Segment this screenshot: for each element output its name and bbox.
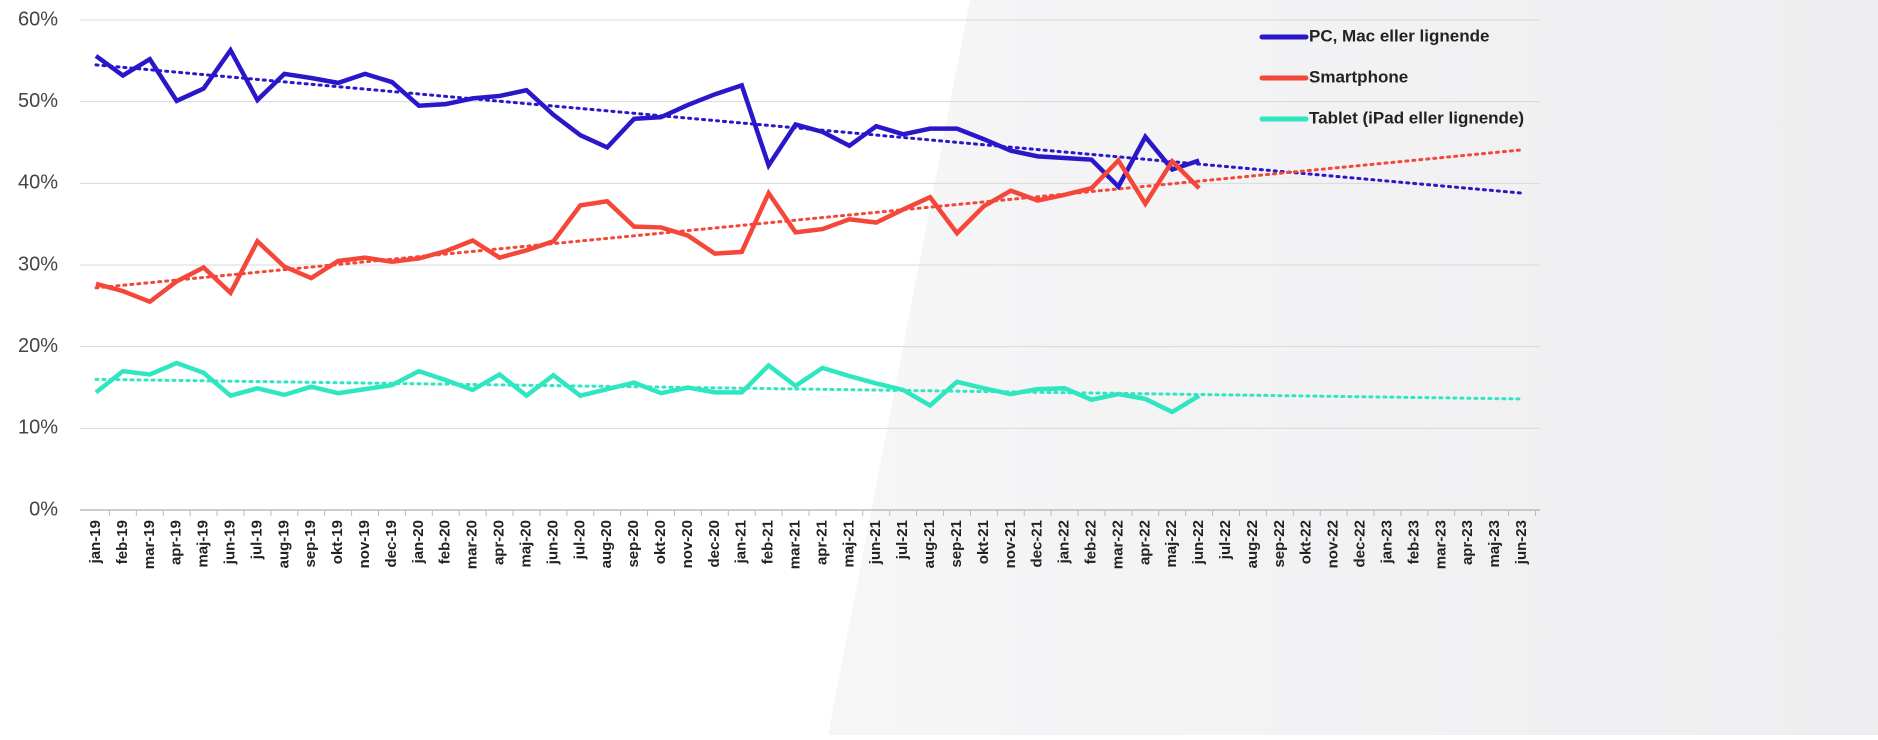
x-tick-label: dec-19 — [383, 520, 400, 568]
x-tick-label: nov-22 — [1325, 520, 1342, 568]
x-tick-label: jun-19 — [221, 520, 238, 565]
x-tick-label: dec-22 — [1352, 520, 1369, 568]
x-tick-label: okt-22 — [1298, 520, 1315, 564]
x-tick-label: mar-23 — [1432, 520, 1449, 569]
x-tick-label: nov-20 — [679, 520, 696, 568]
y-tick-label: 20% — [18, 335, 58, 357]
x-tick-label: feb-19 — [114, 520, 131, 564]
series-line — [94, 360, 1201, 415]
y-tick-label: 0% — [29, 498, 58, 520]
x-tick-label: feb-20 — [437, 520, 454, 564]
x-tick-label: nov-21 — [1002, 520, 1019, 568]
legend-label: Smartphone — [1309, 67, 1408, 86]
x-tick-label: jul-19 — [248, 520, 265, 560]
trend-line — [94, 377, 1524, 401]
x-tick-label: maj-19 — [195, 520, 212, 568]
x-tick-label: jun-20 — [544, 520, 561, 565]
x-tick-label: jul-21 — [894, 520, 911, 560]
x-tick-label: jan-22 — [1056, 520, 1073, 564]
x-tick-label: okt-20 — [652, 520, 669, 564]
x-tick-label: maj-22 — [1163, 520, 1180, 568]
x-tick-label: jun-22 — [1190, 520, 1207, 565]
x-tick-label: nov-19 — [356, 520, 373, 568]
legend-label: Tablet (iPad eller lignende) — [1309, 108, 1524, 127]
legend-label: PC, Mac eller lignende — [1309, 26, 1489, 45]
x-tick-label: sep-21 — [948, 520, 965, 568]
x-tick-label: jul-20 — [571, 520, 588, 560]
x-tick-label: mar-22 — [1109, 520, 1126, 569]
x-tick-label: apr-20 — [491, 520, 508, 565]
y-tick-label: 10% — [18, 417, 58, 439]
x-tick-label: mar-19 — [141, 520, 158, 569]
x-tick-label: aug-21 — [921, 520, 938, 568]
x-tick-label: maj-21 — [840, 520, 857, 568]
x-tick-label: okt-19 — [329, 520, 346, 564]
x-tick-label: sep-22 — [1271, 520, 1288, 568]
x-tick-label: jul-22 — [1217, 520, 1234, 560]
x-tick-label: apr-19 — [168, 520, 185, 565]
x-tick-label: maj-20 — [517, 520, 534, 568]
y-tick-label: 40% — [18, 172, 58, 194]
x-tick-label: jan-20 — [410, 520, 427, 564]
series-line — [94, 45, 1200, 191]
x-tick-label: aug-19 — [275, 520, 292, 568]
x-tick-label: sep-20 — [625, 520, 642, 568]
x-tick-label: dec-20 — [706, 520, 723, 568]
x-tick-label: mar-20 — [464, 520, 481, 569]
x-tick-label: jan-19 — [87, 520, 104, 564]
series-line — [95, 156, 1201, 305]
x-tick-label: apr-21 — [813, 520, 830, 565]
x-tick-label: jan-21 — [733, 520, 750, 564]
y-tick-label: 50% — [18, 90, 58, 112]
x-tick-label: feb-22 — [1082, 520, 1099, 564]
x-tick-label: feb-23 — [1405, 520, 1422, 564]
x-tick-label: sep-19 — [302, 520, 319, 568]
x-tick-label: maj-23 — [1486, 520, 1503, 568]
x-tick-label: apr-22 — [1136, 520, 1153, 565]
x-tick-label: feb-21 — [760, 520, 777, 564]
x-tick-label: okt-21 — [975, 520, 992, 564]
y-tick-label: 30% — [18, 253, 58, 275]
y-tick-label: 60% — [18, 8, 58, 30]
x-tick-label: mar-21 — [787, 520, 804, 569]
x-tick-label: jun-21 — [867, 520, 884, 565]
x-tick-label: apr-23 — [1459, 520, 1476, 565]
x-tick-label: jan-23 — [1378, 520, 1395, 564]
x-tick-label: dec-21 — [1029, 520, 1046, 568]
x-tick-label: aug-20 — [598, 520, 615, 568]
x-tick-label: jun-23 — [1513, 520, 1530, 565]
x-tick-label: aug-22 — [1244, 520, 1261, 568]
